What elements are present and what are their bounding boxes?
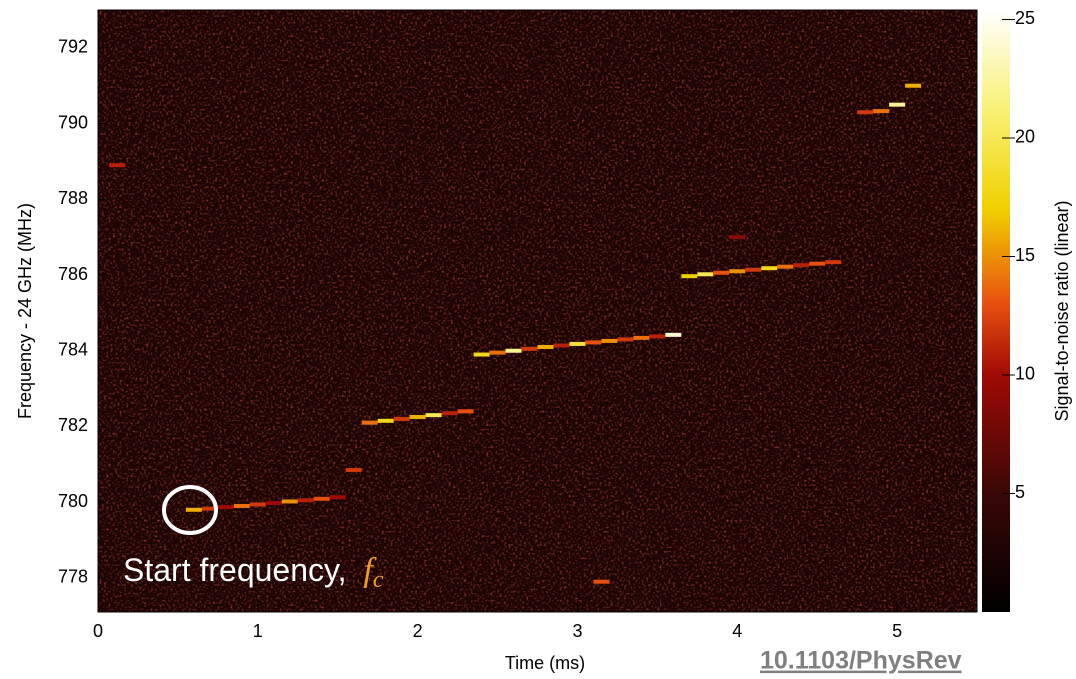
y-tick-label: 788	[58, 188, 88, 208]
signal-pixel	[729, 235, 745, 239]
signal-pixel	[729, 269, 745, 273]
x-tick-label: 0	[93, 621, 103, 641]
signal-pixel	[761, 266, 777, 270]
signal-pixel	[681, 274, 697, 278]
signal-pixel	[889, 103, 905, 107]
annotation-subscript: c	[373, 567, 384, 593]
signal-pixel	[593, 580, 609, 584]
signal-pixel	[378, 419, 394, 423]
signal-pixel	[665, 333, 681, 337]
signal-pixel	[905, 84, 921, 88]
x-tick-label: 2	[413, 621, 423, 641]
signal-pixel	[793, 263, 809, 267]
signal-pixel	[697, 272, 713, 276]
x-tick-label: 4	[732, 621, 742, 641]
signal-pixel	[362, 421, 378, 425]
signal-pixel	[266, 501, 282, 505]
y-tick-label: 778	[58, 567, 88, 587]
signal-pixel	[506, 349, 522, 353]
signal-pixel	[314, 497, 330, 501]
signal-pixel	[633, 336, 649, 340]
colorbar-tick-label: 25	[1015, 8, 1035, 28]
signal-pixel	[745, 268, 761, 272]
y-tick-label: 792	[58, 37, 88, 57]
signal-pixel	[298, 498, 314, 502]
signal-pixel	[569, 342, 585, 346]
colorbar	[982, 10, 1010, 612]
signal-pixel	[282, 499, 298, 503]
signal-pixel	[585, 340, 601, 344]
x-tick-label: 3	[572, 621, 582, 641]
annotation-text: Start frequency,	[123, 552, 347, 588]
signal-pixel	[522, 347, 538, 351]
signal-pixel	[553, 343, 569, 347]
signal-pixel	[394, 417, 410, 421]
signal-pixel	[186, 508, 202, 512]
signal-pixel	[346, 468, 362, 472]
signal-pixel	[601, 339, 617, 343]
signal-pixel	[873, 109, 889, 113]
doi-link: 10.1103/PhysRev	[760, 647, 962, 675]
signal-pixel	[857, 110, 873, 114]
signal-pixel	[330, 495, 346, 499]
colorbar-tick-label: 15	[1015, 245, 1035, 265]
signal-pixel	[426, 413, 442, 417]
signal-pixel	[442, 411, 458, 415]
signal-pixel	[458, 409, 474, 413]
signal-pixel	[218, 505, 234, 509]
y-tick-label: 790	[58, 112, 88, 132]
signal-pixel	[809, 262, 825, 266]
x-tick-label: 5	[892, 621, 902, 641]
signal-pixel	[538, 345, 554, 349]
y-tick-label: 786	[58, 264, 88, 284]
y-tick-label: 782	[58, 415, 88, 435]
annotation: Start frequency, fc	[123, 552, 384, 593]
signal-pixel	[649, 334, 665, 338]
noise-texture	[98, 10, 977, 612]
signal-pixel	[109, 163, 125, 167]
colorbar-tick-label: 10	[1015, 364, 1035, 384]
y-tick-label: 780	[58, 491, 88, 511]
signal-pixel	[410, 415, 426, 419]
colorbar-label: Signal-to-noise ratio (linear)	[1052, 200, 1072, 421]
y-tick-label: 784	[58, 340, 88, 360]
signal-pixel	[490, 351, 506, 355]
x-axis-label: Time (ms)	[505, 653, 585, 673]
signal-pixel	[617, 337, 633, 341]
colorbar-tick-label: 20	[1015, 127, 1035, 147]
colorbar-tick-label: 5	[1015, 482, 1025, 502]
signal-pixel	[713, 271, 729, 275]
signal-pixel	[777, 265, 793, 269]
signal-pixel	[250, 502, 266, 506]
signal-pixel	[825, 260, 841, 264]
signal-pixel	[474, 353, 490, 357]
signal-pixel	[234, 504, 250, 508]
y-axis-label: Frequency - 24 GHz (MHz)	[15, 203, 35, 419]
x-tick-label: 1	[253, 621, 263, 641]
